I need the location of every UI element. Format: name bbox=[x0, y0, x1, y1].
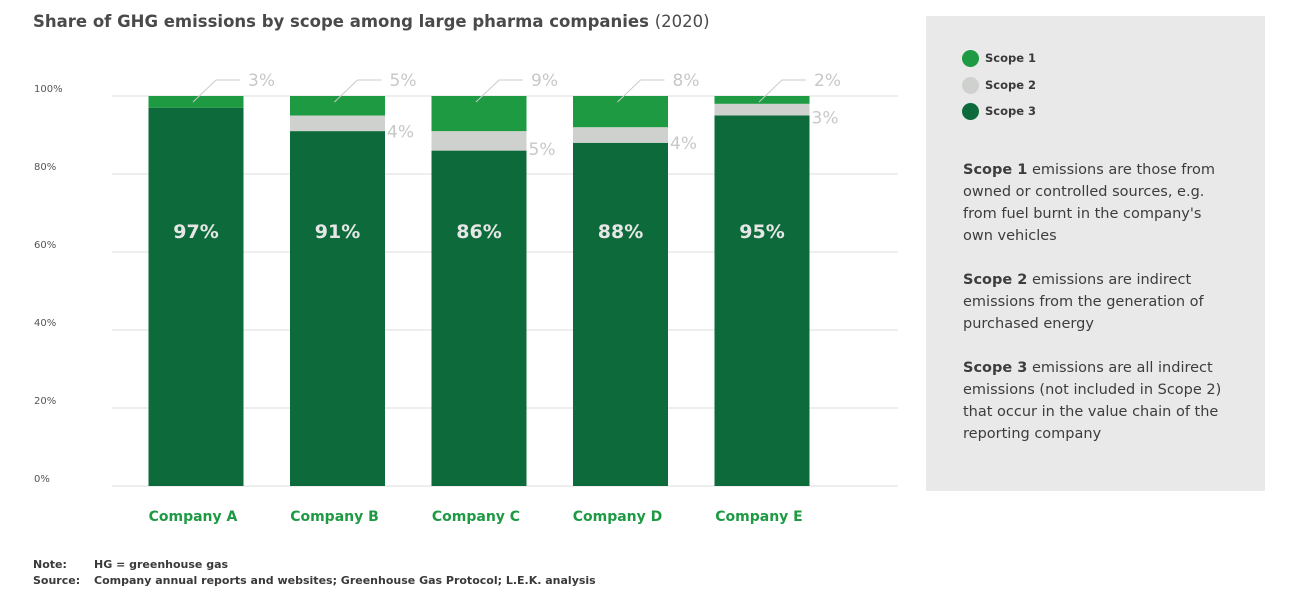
y-tick-label: 100% bbox=[34, 84, 63, 95]
chart-title-main: Share of GHG emissions by scope among la… bbox=[33, 12, 649, 31]
source-text: Company annual reports and websites; Gre… bbox=[94, 574, 596, 587]
x-tick-label: Company B bbox=[290, 509, 379, 525]
legend-panel: Scope 1 Scope 2 Scope 3 Scope 1 emission… bbox=[926, 16, 1265, 491]
bar-scope-1 bbox=[148, 96, 244, 108]
bar-scope-1 bbox=[431, 96, 527, 132]
leader-line bbox=[192, 79, 240, 103]
definition-scope-1: Scope 1 emissions are those from owned o… bbox=[963, 159, 1233, 247]
bar-scope-3 bbox=[148, 107, 244, 486]
y-tick-label: 60% bbox=[34, 240, 56, 251]
x-tick-label: Company C bbox=[432, 509, 520, 525]
data-label-scope-1: 8% bbox=[673, 71, 700, 91]
bar-scope-3 bbox=[290, 131, 385, 486]
data-label-scope-3: 91% bbox=[315, 221, 360, 243]
legend-label-scope-1: Scope 1 bbox=[985, 51, 1037, 65]
bar-scope-2 bbox=[290, 115, 385, 132]
y-tick-label: 40% bbox=[34, 318, 56, 329]
leader-line bbox=[334, 79, 382, 103]
definition-term-scope-1: Scope 1 bbox=[963, 162, 1028, 178]
data-label-scope-1: 2% bbox=[814, 71, 841, 91]
scope-2-swatch-icon bbox=[962, 77, 979, 94]
bar-scope-1 bbox=[290, 96, 385, 116]
chart-title: Share of GHG emissions by scope among la… bbox=[33, 12, 710, 31]
bar-scope-2 bbox=[714, 103, 810, 116]
bar-scope-3 bbox=[714, 115, 810, 486]
scope-3-swatch-icon bbox=[962, 103, 979, 120]
data-label-scope-1: 3% bbox=[248, 71, 275, 91]
leader-line bbox=[617, 79, 665, 103]
note-text: HG = greenhouse gas bbox=[94, 558, 229, 571]
definition-text-scope-1: emissions are those from owned or contro… bbox=[963, 162, 1216, 244]
x-tick-label: Company D bbox=[573, 509, 663, 525]
data-label-scope-2: 3% bbox=[812, 109, 839, 129]
bar-scope-3 bbox=[431, 150, 527, 486]
x-tick-label: Company E bbox=[715, 509, 802, 525]
note-label: Note: bbox=[33, 558, 67, 571]
bars bbox=[148, 96, 810, 487]
data-label-scope-2: 5% bbox=[529, 140, 556, 160]
legend-label-scope-3: Scope 3 bbox=[985, 104, 1037, 118]
scope-1-swatch-icon bbox=[962, 50, 979, 67]
y-tick-label: 20% bbox=[34, 396, 56, 407]
bar-scope-1 bbox=[714, 96, 810, 104]
x-axis-ticks: Company A Company B Company C Company D Comp… bbox=[149, 509, 803, 525]
definition-scope-3: Scope 3 emissions are all indirect emiss… bbox=[963, 357, 1233, 445]
data-label-scope-2: 4% bbox=[670, 134, 697, 154]
data-labels: 97% 3% 91% 4% 5% 86% 5% 9% 88% 4% 8% 95% 3% 2% bbox=[173, 71, 841, 243]
data-label-scope-2: 4% bbox=[387, 122, 414, 142]
definition-text-scope-2: emissions are indirect emissions from th… bbox=[963, 272, 1204, 332]
definition-text-scope-3: emissions are all indirect emissions (no… bbox=[963, 360, 1222, 442]
x-tick-label: Company A bbox=[149, 509, 238, 525]
definition-scope-2: Scope 2 emissions are indirect emissions… bbox=[963, 269, 1233, 335]
legend-label-scope-2: Scope 2 bbox=[985, 78, 1037, 92]
leader-line bbox=[475, 79, 523, 103]
bar-scope-3 bbox=[573, 142, 668, 487]
bar-scope-1 bbox=[573, 96, 668, 128]
y-tick-label: 0% bbox=[34, 474, 50, 485]
source-label: Source: bbox=[33, 574, 81, 587]
definition-term-scope-2: Scope 2 bbox=[963, 272, 1028, 288]
bar-scope-2 bbox=[431, 131, 527, 151]
data-label-scope-3: 95% bbox=[739, 221, 784, 243]
data-label-scope-3: 88% bbox=[598, 221, 643, 243]
definition-term-scope-3: Scope 3 bbox=[963, 360, 1028, 376]
y-axis-ticks: 0% 20% 40% 60% 80% 100% bbox=[34, 84, 63, 485]
data-label-scope-1: 5% bbox=[390, 71, 417, 91]
data-label-scope-1: 9% bbox=[531, 71, 558, 91]
data-label-scope-3: 86% bbox=[456, 221, 501, 243]
leader-line bbox=[758, 79, 806, 103]
y-tick-label: 80% bbox=[34, 162, 56, 173]
bar-scope-2 bbox=[573, 127, 668, 143]
data-label-scope-3: 97% bbox=[173, 221, 218, 243]
chart-title-year: (2020) bbox=[654, 12, 710, 31]
stacked-bar-chart: 0% 20% 40% 60% 80% 100% 97% 3% 91% 4% 5% 86% 5% 9% 88… bbox=[34, 71, 898, 525]
